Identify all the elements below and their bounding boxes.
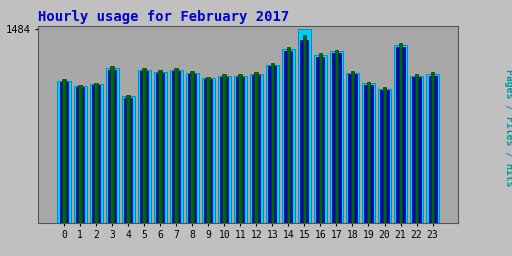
Bar — [298, 29, 311, 223]
Text: Pages / Files / Hits: Pages / Files / Hits — [504, 69, 512, 187]
Bar — [62, 79, 66, 223]
Bar — [318, 54, 322, 223]
Bar — [396, 47, 404, 223]
Bar — [239, 74, 242, 223]
Bar — [186, 73, 199, 223]
Bar — [268, 67, 276, 223]
Bar — [74, 86, 87, 223]
Bar — [282, 49, 295, 223]
Bar — [218, 76, 231, 223]
Bar — [105, 68, 119, 223]
Bar — [378, 89, 391, 223]
Bar — [126, 95, 130, 223]
Bar — [346, 73, 359, 223]
Bar — [94, 83, 98, 223]
Bar — [78, 85, 82, 223]
Bar — [426, 74, 439, 223]
Bar — [76, 87, 84, 223]
Bar — [220, 77, 228, 223]
Bar — [57, 81, 71, 223]
Bar — [410, 76, 423, 223]
Bar — [365, 85, 373, 223]
Bar — [202, 78, 215, 223]
Bar — [382, 87, 387, 223]
Bar — [254, 72, 258, 223]
Bar — [142, 68, 146, 223]
Bar — [169, 70, 183, 223]
Bar — [252, 75, 261, 223]
Bar — [348, 74, 356, 223]
Bar — [172, 71, 180, 223]
Bar — [332, 54, 340, 223]
Bar — [175, 68, 178, 223]
Bar — [413, 77, 421, 223]
Bar — [351, 71, 354, 223]
Bar — [206, 77, 210, 223]
Bar — [415, 74, 418, 223]
Bar — [270, 63, 274, 223]
Bar — [138, 70, 151, 223]
Bar — [154, 72, 167, 223]
Bar — [222, 74, 226, 223]
Bar — [266, 65, 279, 223]
Bar — [250, 74, 263, 223]
Bar — [140, 71, 148, 223]
Bar — [429, 76, 437, 223]
Bar — [60, 82, 68, 223]
Bar — [335, 49, 338, 223]
Bar — [110, 67, 114, 223]
Bar — [394, 45, 407, 223]
Bar — [204, 79, 212, 223]
Bar — [92, 85, 100, 223]
Bar — [108, 70, 116, 223]
Bar — [188, 74, 196, 223]
Bar — [236, 77, 244, 223]
Bar — [121, 97, 135, 223]
Bar — [314, 55, 327, 223]
Bar — [316, 57, 325, 223]
Text: Hourly usage for February 2017: Hourly usage for February 2017 — [38, 10, 290, 24]
Bar — [158, 70, 162, 223]
Bar — [367, 82, 370, 223]
Bar — [399, 43, 402, 223]
Bar — [380, 90, 389, 223]
Bar — [287, 47, 290, 223]
Bar — [301, 40, 308, 223]
Bar — [234, 76, 247, 223]
Bar — [362, 83, 375, 223]
Bar — [303, 35, 306, 223]
Bar — [124, 98, 132, 223]
Bar — [156, 73, 164, 223]
Bar — [90, 84, 103, 223]
Bar — [190, 71, 194, 223]
Bar — [284, 51, 292, 223]
Bar — [431, 72, 434, 223]
Bar — [330, 51, 343, 223]
